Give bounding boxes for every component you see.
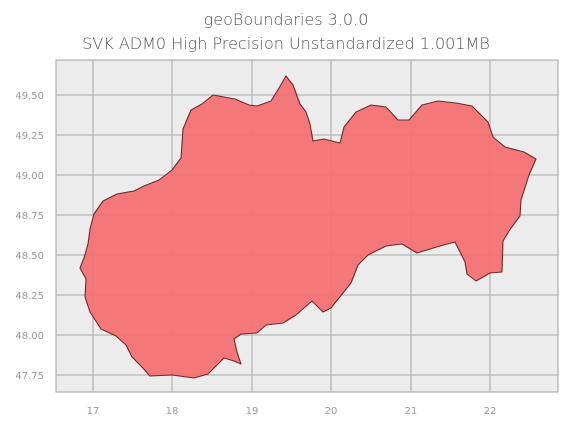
y-axis-ticks: 49.50 49.25 49.00 48.75 48.50 48.25 48.0…	[15, 91, 44, 382]
map-subtitle: SVK ADM0 High Precision Unstandardized 1…	[82, 34, 490, 53]
x-tick-label: 19	[246, 406, 259, 417]
x-tick-label: 22	[484, 406, 497, 417]
x-tick-label: 18	[166, 406, 179, 417]
y-tick-label: 48.00	[15, 331, 44, 342]
x-tick-label: 20	[325, 406, 338, 417]
y-tick-label: 47.75	[15, 371, 44, 382]
y-tick-label: 49.50	[15, 91, 44, 102]
y-tick-label: 49.00	[15, 171, 44, 182]
y-tick-label: 48.25	[15, 291, 44, 302]
y-tick-label: 48.75	[15, 211, 44, 222]
x-tick-label: 21	[405, 406, 418, 417]
x-axis-ticks: 17 18 19 20 21 22	[87, 406, 497, 417]
y-tick-label: 48.50	[15, 251, 44, 262]
y-tick-label: 49.25	[15, 131, 44, 142]
slovakia-boundary	[79, 75, 537, 379]
x-tick-label: 17	[87, 406, 100, 417]
map-title: geoBoundaries 3.0.0	[203, 10, 369, 29]
